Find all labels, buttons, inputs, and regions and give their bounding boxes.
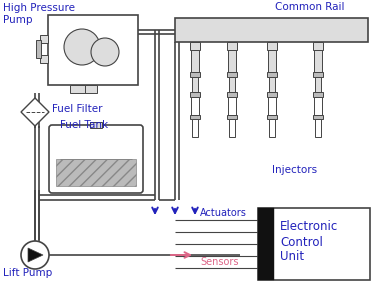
Text: Lift Pump: Lift Pump: [3, 268, 52, 278]
Text: Fuel Filter: Fuel Filter: [52, 104, 102, 114]
Text: Actuators: Actuators: [200, 208, 247, 218]
Bar: [268, 97, 276, 115]
Bar: [229, 77, 235, 92]
Bar: [48, 15, 138, 85]
Bar: [228, 50, 236, 72]
Circle shape: [64, 29, 100, 65]
Bar: [314, 97, 322, 115]
Bar: [313, 72, 323, 77]
Bar: [314, 50, 322, 72]
Bar: [313, 42, 323, 50]
Bar: [70, 85, 86, 93]
Circle shape: [91, 38, 119, 66]
Bar: [190, 72, 200, 77]
Bar: [90, 122, 102, 128]
Bar: [267, 92, 277, 97]
Bar: [227, 72, 237, 77]
Bar: [267, 115, 277, 119]
Bar: [191, 97, 199, 115]
Bar: [190, 42, 200, 50]
Bar: [313, 92, 323, 97]
Bar: [192, 119, 198, 137]
Bar: [268, 50, 276, 72]
Bar: [190, 92, 200, 97]
Bar: [229, 119, 235, 137]
Text: Fuel Tank: Fuel Tank: [60, 120, 108, 130]
Text: Sensors: Sensors: [200, 257, 239, 267]
Bar: [227, 115, 237, 119]
Circle shape: [21, 241, 49, 269]
Bar: [267, 42, 277, 50]
Bar: [315, 119, 321, 137]
Text: High Pressure
Pump: High Pressure Pump: [3, 3, 75, 24]
Bar: [227, 92, 237, 97]
Bar: [258, 208, 370, 280]
Bar: [56, 159, 136, 186]
Bar: [315, 77, 321, 92]
Bar: [40, 35, 48, 43]
Bar: [269, 119, 275, 137]
Bar: [269, 77, 275, 92]
Bar: [228, 97, 236, 115]
Bar: [190, 115, 200, 119]
Bar: [175, 18, 368, 42]
Text: Common Rail: Common Rail: [275, 2, 345, 12]
Bar: [40, 55, 48, 63]
Bar: [191, 50, 199, 72]
Text: Injectors: Injectors: [272, 165, 318, 175]
Polygon shape: [28, 248, 43, 262]
Bar: [85, 85, 97, 93]
Bar: [258, 208, 274, 280]
Bar: [313, 115, 323, 119]
Bar: [192, 77, 198, 92]
Bar: [36, 40, 41, 58]
Text: Electronic
Control
Unit: Electronic Control Unit: [280, 221, 338, 264]
Bar: [267, 72, 277, 77]
Bar: [227, 42, 237, 50]
Polygon shape: [21, 98, 49, 126]
FancyBboxPatch shape: [49, 125, 143, 193]
